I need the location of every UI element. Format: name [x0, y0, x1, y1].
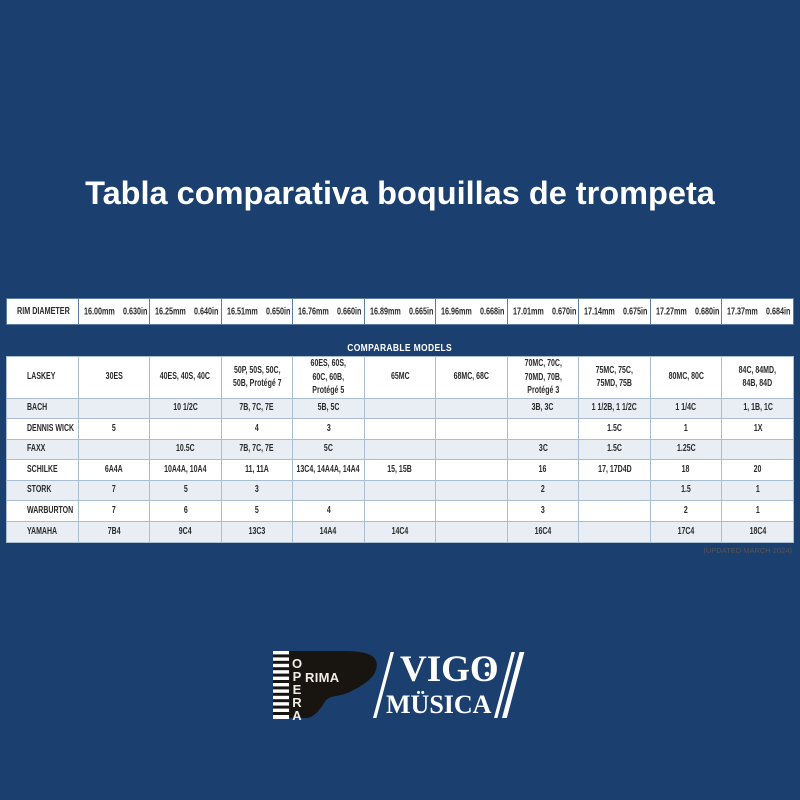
svg-text:VIGO: VIGO [400, 651, 499, 690]
svg-text:MÜSICA: MÜSICA [386, 690, 492, 719]
svg-text:A: A [292, 708, 302, 720]
svg-text:RIMA: RIMA [305, 670, 340, 685]
